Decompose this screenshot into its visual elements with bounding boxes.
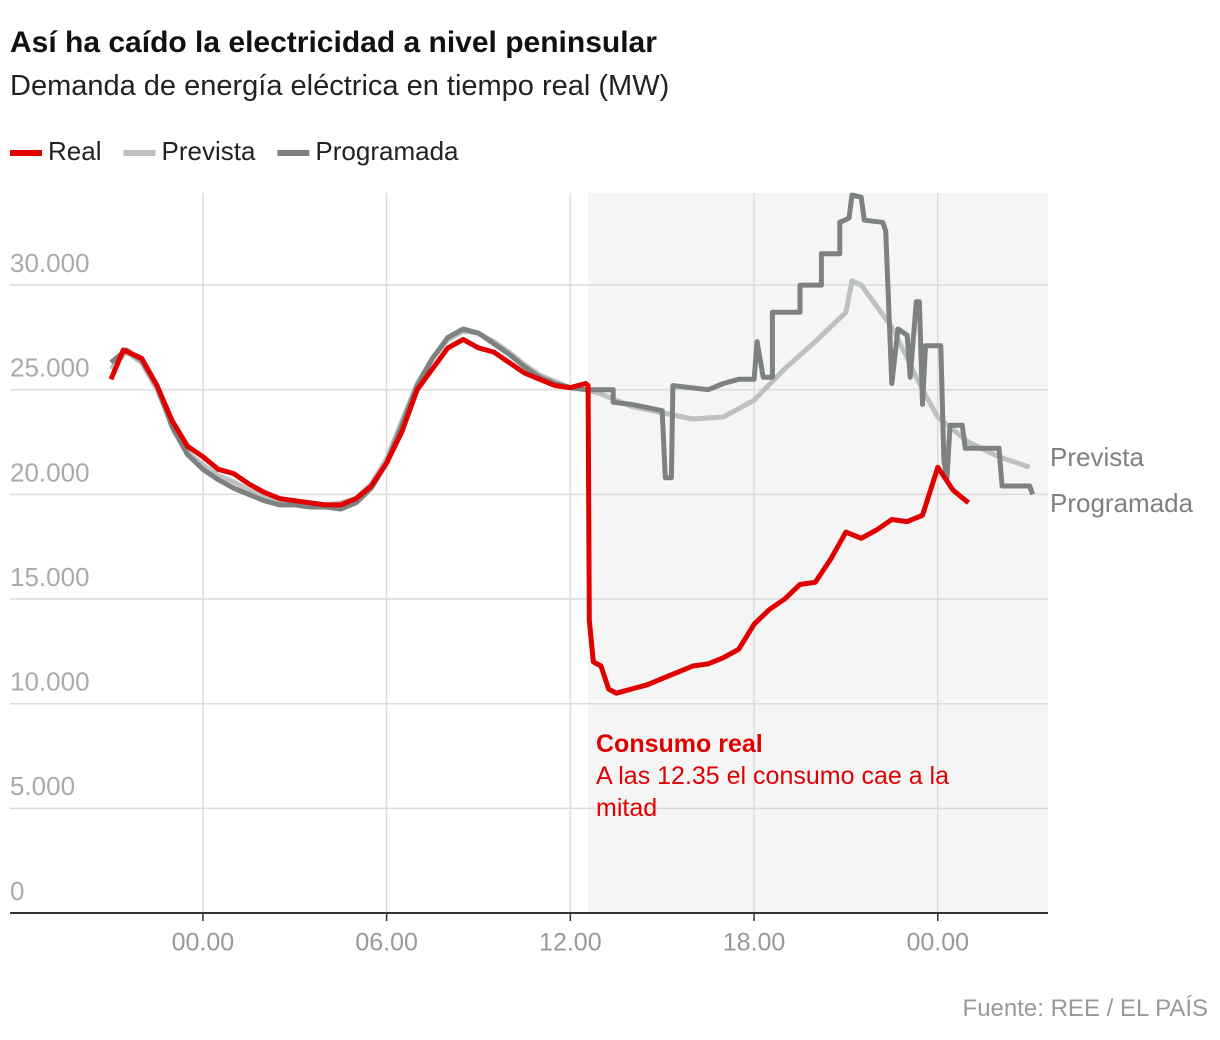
series-line: [109, 192, 1036, 512]
highlight-band: [588, 193, 1048, 913]
annotation-text: A las 12.35 el consumo cae a la mitad: [596, 762, 950, 822]
x-tick-label: 18.00: [723, 929, 786, 957]
legend-label: Prevista: [161, 136, 255, 166]
x-tick-label: 06.00: [355, 929, 418, 957]
chart-title: Así ha caído la electricidad a nivel pen…: [10, 26, 657, 59]
series-line: [108, 337, 970, 696]
x-tick-label: 00.00: [172, 929, 235, 957]
y-tick-label: 30.000: [10, 248, 90, 278]
legend-label: Programada: [315, 136, 459, 166]
annotation: Consumo real A las 12.35 el consumo cae …: [596, 728, 996, 824]
x-tick-label: 12.00: [539, 929, 602, 957]
y-tick-label: 5.000: [10, 771, 75, 801]
annotation-title: Consumo real: [596, 730, 763, 758]
y-tick-label: 15.000: [10, 562, 90, 592]
y-tick-label: 0: [10, 876, 24, 906]
chart-subtitle: Demanda de energía eléctrica en tiempo r…: [10, 70, 670, 102]
end-label: Programada: [1050, 488, 1194, 518]
source: Fuente: REE / EL PAÍS: [962, 995, 1208, 1022]
x-tick-label: 00.00: [906, 929, 969, 957]
y-tick-label: 25.000: [10, 353, 90, 383]
legend-label: Real: [48, 136, 101, 166]
y-tick-label: 10.000: [10, 667, 90, 697]
y-tick-label: 20.000: [10, 457, 90, 487]
end-label: Prevista: [1050, 442, 1144, 472]
